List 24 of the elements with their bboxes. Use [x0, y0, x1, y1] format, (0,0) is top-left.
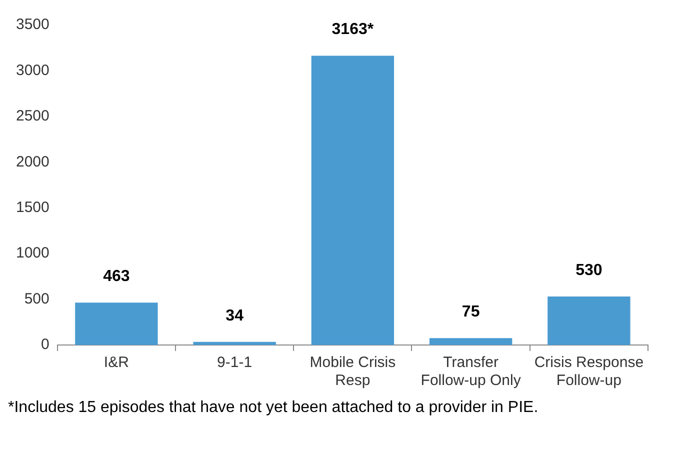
y-tick-label: 2500	[16, 108, 50, 125]
data-label: 3163*	[332, 21, 374, 38]
x-tick-label: Transfer Follow-up Only	[420, 354, 522, 390]
y-tick-label: 3000	[16, 62, 50, 79]
x-tick-label: I&R	[104, 354, 130, 372]
text: *Includes 15 episodes that have not yet been attached to a provider in PIE.	[8, 398, 540, 418]
y-tick-label: 2000	[16, 153, 50, 170]
bar	[75, 302, 158, 345]
y-tick-label: 500	[24, 290, 50, 308]
y-tick-label: 1500	[16, 199, 50, 216]
x-tick-label: Crisis Response Follow-up	[534, 354, 644, 390]
bar	[548, 296, 630, 345]
y-tick-label: 0	[41, 336, 50, 354]
bar	[193, 342, 276, 345]
bar	[429, 338, 512, 345]
x-tick-label: Mobile Crisis Resp	[310, 354, 396, 390]
y-tick-label: 1000	[16, 244, 50, 262]
data-label: 530	[576, 262, 602, 279]
y-tick-label: 3500	[16, 16, 50, 34]
x-tick-label: 9-1-1	[217, 354, 252, 372]
data-label: 463	[103, 268, 130, 286]
bar	[311, 56, 394, 345]
data-label: 75	[462, 304, 480, 321]
data-label: 34	[226, 307, 244, 324]
